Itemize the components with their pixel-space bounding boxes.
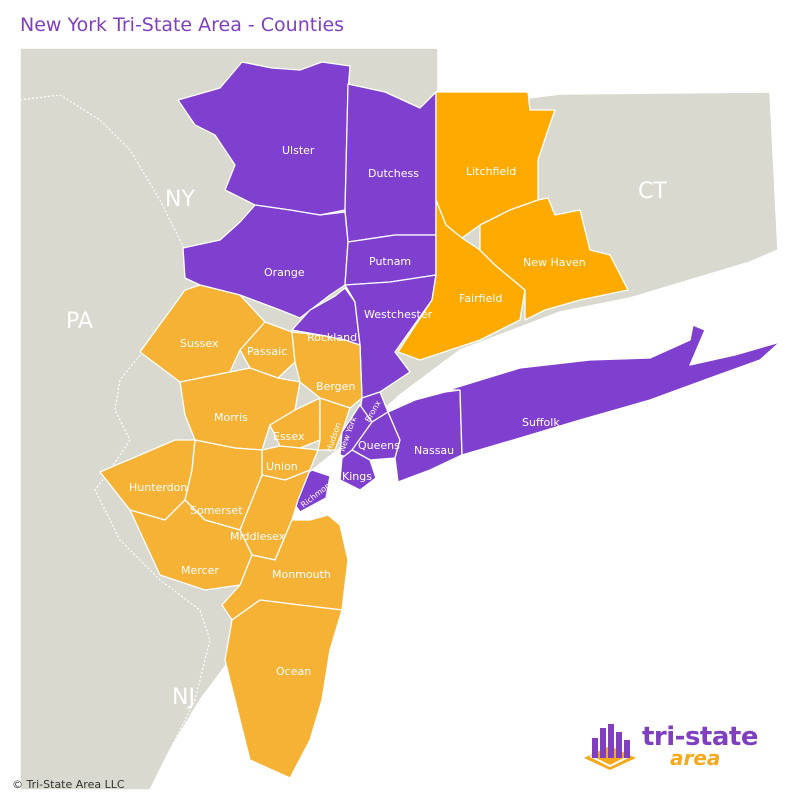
label-somerset: Somerset xyxy=(190,504,243,517)
label-ocean: Ocean xyxy=(276,665,311,678)
label-morris: Morris xyxy=(214,411,248,424)
state-label-ct: CT xyxy=(638,179,667,204)
label-kings: Kings xyxy=(342,470,372,483)
tri-state-logo[interactable]: tri-state area xyxy=(580,718,770,774)
label-ulster: Ulster xyxy=(282,144,315,157)
county-suffolk[interactable] xyxy=(447,324,781,456)
state-label-ny: NY xyxy=(165,187,195,212)
label-middlesex: Middlesex xyxy=(230,530,286,543)
county-nassau[interactable] xyxy=(387,389,463,483)
label-dutchess: Dutchess xyxy=(368,167,419,180)
state-label-pa: PA xyxy=(66,309,93,334)
map-title: New York Tri-State Area - Counties xyxy=(20,14,345,36)
state-label-nj: NJ xyxy=(172,685,195,710)
county-ocean[interactable] xyxy=(224,599,343,779)
county-dutchess[interactable] xyxy=(344,83,437,243)
label-suffolk: Suffolk xyxy=(522,416,560,429)
label-rockland: Rockland xyxy=(307,331,357,344)
label-westchester: Westchester xyxy=(364,308,433,321)
county-monmouth[interactable] xyxy=(221,514,349,621)
label-queens: Queens xyxy=(358,439,400,452)
logo-text-area: area xyxy=(670,746,721,770)
label-hunterdon: Hunterdon xyxy=(129,481,187,494)
county-kings[interactable] xyxy=(339,449,377,491)
label-nassau: Nassau xyxy=(414,444,454,457)
county-bergen[interactable] xyxy=(291,331,363,409)
logo-text-tri-state: tri-state xyxy=(642,722,758,752)
label-mercer: Mercer xyxy=(181,564,219,577)
county-new-haven[interactable] xyxy=(479,197,629,321)
county-hudson[interactable] xyxy=(317,397,351,451)
county-mercer[interactable] xyxy=(129,499,253,591)
label-fairfield: Fairfield xyxy=(459,292,502,305)
label-new-haven: New Haven xyxy=(523,256,586,269)
label-litchfield: Litchfield xyxy=(466,165,516,178)
label-orange: Orange xyxy=(264,266,305,279)
county-fairfield[interactable] xyxy=(397,199,526,361)
label-union: Union xyxy=(266,460,298,473)
label-sussex: Sussex xyxy=(180,337,219,350)
label-putnam: Putnam xyxy=(369,255,411,268)
label-monmouth: Monmouth xyxy=(272,568,331,581)
ny-pa-border xyxy=(19,94,191,261)
label-bergen: Bergen xyxy=(316,380,355,393)
label-essex: Essex xyxy=(273,430,305,443)
label-passaic: Passaic xyxy=(247,345,287,358)
county-westchester[interactable] xyxy=(344,274,437,399)
pa-nj-border xyxy=(94,354,211,791)
skyline-logo-icon xyxy=(584,724,636,770)
copyright-notice: © Tri-State Area LLC xyxy=(12,778,125,791)
